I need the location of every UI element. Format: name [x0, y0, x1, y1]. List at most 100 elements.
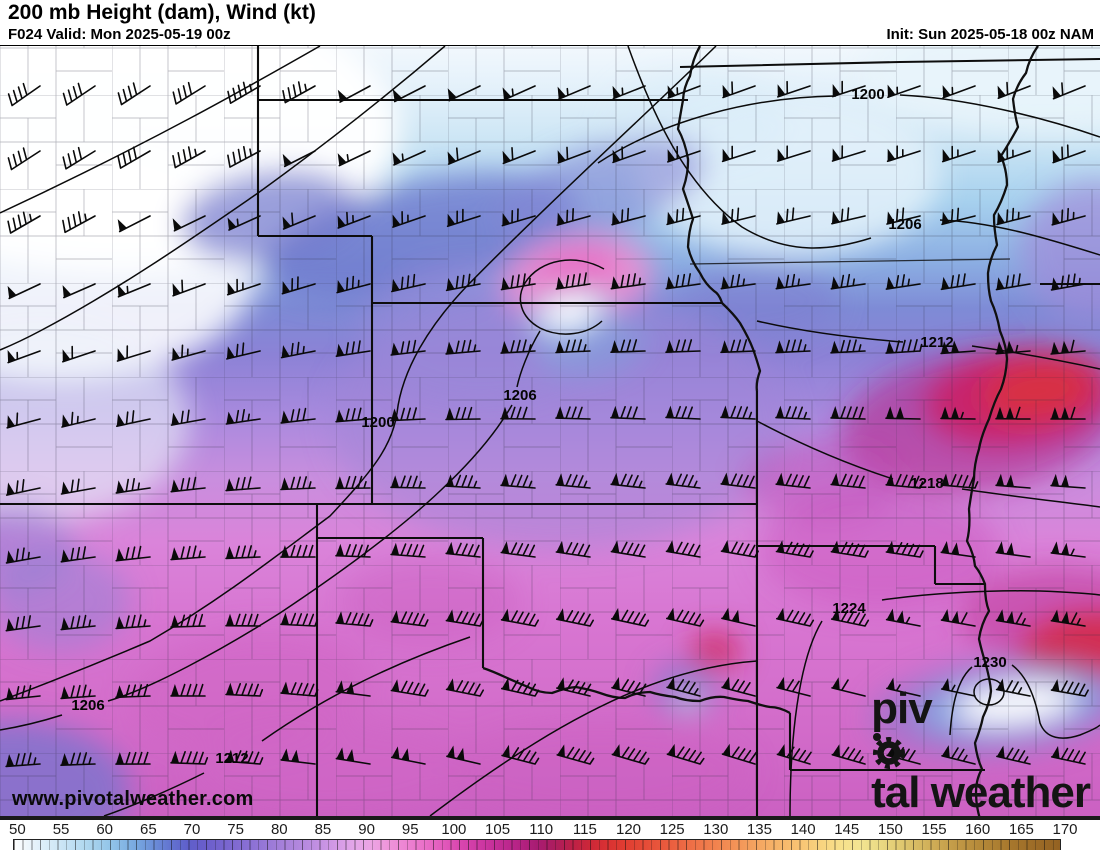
wind-barb-pennant [282, 281, 291, 294]
wind-barb-pennant [831, 473, 840, 486]
wind-barb [940, 273, 976, 291]
wind-barb-pennant [227, 282, 236, 295]
wind-barb [996, 747, 1031, 765]
wind-barb-pennant [666, 540, 675, 553]
wind-barb [501, 679, 540, 697]
wind-barb-pennant [391, 679, 400, 692]
wind-barb-pennant [117, 348, 126, 361]
wind-barb [885, 274, 921, 290]
wind-barb [225, 409, 261, 425]
wind-barb [335, 544, 371, 558]
wind-barb-pennant [226, 749, 235, 762]
wind-barb-pennant [831, 406, 839, 419]
wind-barb-pennant [501, 340, 509, 354]
pivotal-weather-logo: piv tal weather [871, 687, 1091, 815]
wind-barb [500, 610, 539, 627]
wind-barb-pennant [887, 211, 895, 224]
wind-barb [612, 146, 646, 164]
wind-barb [173, 215, 206, 232]
wind-barb [390, 339, 426, 356]
wind-barb-pennant [226, 546, 234, 559]
wind-barb [722, 81, 756, 99]
wind-barb [335, 407, 371, 423]
contour-label: 1200 [851, 86, 884, 103]
wind-barb [445, 542, 481, 558]
wind-barb-pennant [337, 89, 348, 103]
wind-barb [445, 680, 484, 697]
wind-barb-pennant [557, 212, 565, 226]
wind-barb [665, 405, 701, 420]
wind-barb-pennant [611, 607, 620, 621]
model-init-label: Init: Sun 2025-05-18 00z NAM [886, 26, 1094, 43]
wind-barb [942, 85, 976, 99]
wind-barb [997, 81, 1031, 99]
wind-barb-pennant [281, 345, 290, 358]
wind-barb [830, 609, 870, 627]
wind-barb-pennant [336, 409, 345, 422]
wind-barb [335, 612, 374, 627]
wind-barb [940, 350, 976, 355]
wind-barb-pennant [776, 276, 785, 289]
wind-barb [280, 682, 319, 697]
wind-barb-pennant [556, 406, 564, 419]
colorbar-tick: 100 [441, 821, 467, 838]
wind-barb [281, 276, 316, 295]
wind-barb [555, 473, 591, 489]
wind-barb-pennant [611, 276, 620, 289]
wind-barb-pennant [612, 744, 620, 757]
map-canvas[interactable]: 1200 1206 1212 1218 1224 1230 1200 1206 1206 1212… [0, 45, 1100, 819]
wind-barb-pennant [612, 85, 621, 99]
wind-barb [557, 85, 591, 100]
wind-barb-pennant [776, 472, 785, 486]
wind-barb [7, 147, 41, 171]
colorbar-tick: 120 [615, 821, 642, 838]
wind-barb [941, 747, 976, 765]
wind-barb [775, 406, 811, 420]
wind-barb-pennant [226, 346, 235, 359]
wind-barb-pennant [721, 472, 730, 485]
wind-barb [721, 679, 756, 697]
wind-barb [445, 273, 481, 292]
wind-barb-pennant [721, 276, 730, 289]
wind-barb [610, 339, 646, 353]
wind-barb [995, 680, 1031, 697]
wind-barb [60, 546, 96, 563]
wind-barb [5, 479, 41, 496]
wind-barb [555, 610, 594, 627]
wind-barb-pennant [886, 340, 895, 354]
wind-barb-pennant [61, 617, 70, 630]
wind-barb [666, 679, 701, 697]
wind-barb-pennant [281, 612, 289, 625]
colorbar-tick: 70 [183, 821, 201, 838]
wind-barb [115, 614, 151, 630]
wind-barb [5, 547, 41, 564]
wind-barb-pennant [501, 677, 510, 691]
colorbar-tick: 125 [659, 821, 685, 838]
wind-barb-pennant [612, 677, 620, 690]
wind-barb [115, 478, 151, 494]
wind-barb [116, 410, 151, 427]
wind-barb [720, 473, 756, 489]
wind-barb [776, 746, 812, 765]
wind-barb [390, 611, 429, 627]
wind-barb-pennant [832, 84, 841, 97]
wind-barb-pennant [611, 405, 619, 418]
wind-barb-pennant [392, 152, 402, 165]
wind-barb-pennant [281, 545, 289, 558]
wind-barb-pennant [941, 609, 960, 624]
colorbar-tick: 75 [227, 821, 244, 838]
wind-barb [445, 474, 481, 489]
wind-barb-pennant [667, 676, 675, 690]
wind-barb [776, 609, 815, 627]
wind-barb-pennant [281, 681, 290, 694]
wind-barb [226, 342, 261, 360]
wind-barb-pennant [997, 212, 1005, 225]
wind-barb-pennant [996, 473, 1014, 487]
wind-barb-pennant [391, 278, 400, 292]
wind-barb-pennant [501, 541, 510, 554]
wind-barb-pennant [556, 540, 565, 554]
wind-barb [886, 207, 921, 225]
wind-barb-pennant [887, 148, 896, 162]
wind-barb-pennant [667, 85, 676, 98]
